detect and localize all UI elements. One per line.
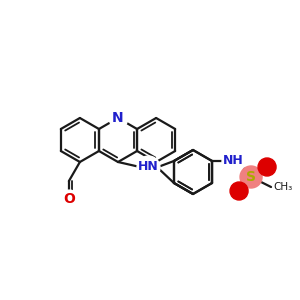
Circle shape [258, 158, 276, 176]
Text: N: N [112, 111, 124, 125]
Text: S: S [246, 170, 256, 184]
Circle shape [240, 166, 262, 188]
Text: O: O [63, 192, 75, 206]
Text: CH₃: CH₃ [273, 182, 292, 192]
Text: HN: HN [138, 160, 158, 173]
Circle shape [230, 182, 248, 200]
Text: NH: NH [223, 154, 243, 167]
